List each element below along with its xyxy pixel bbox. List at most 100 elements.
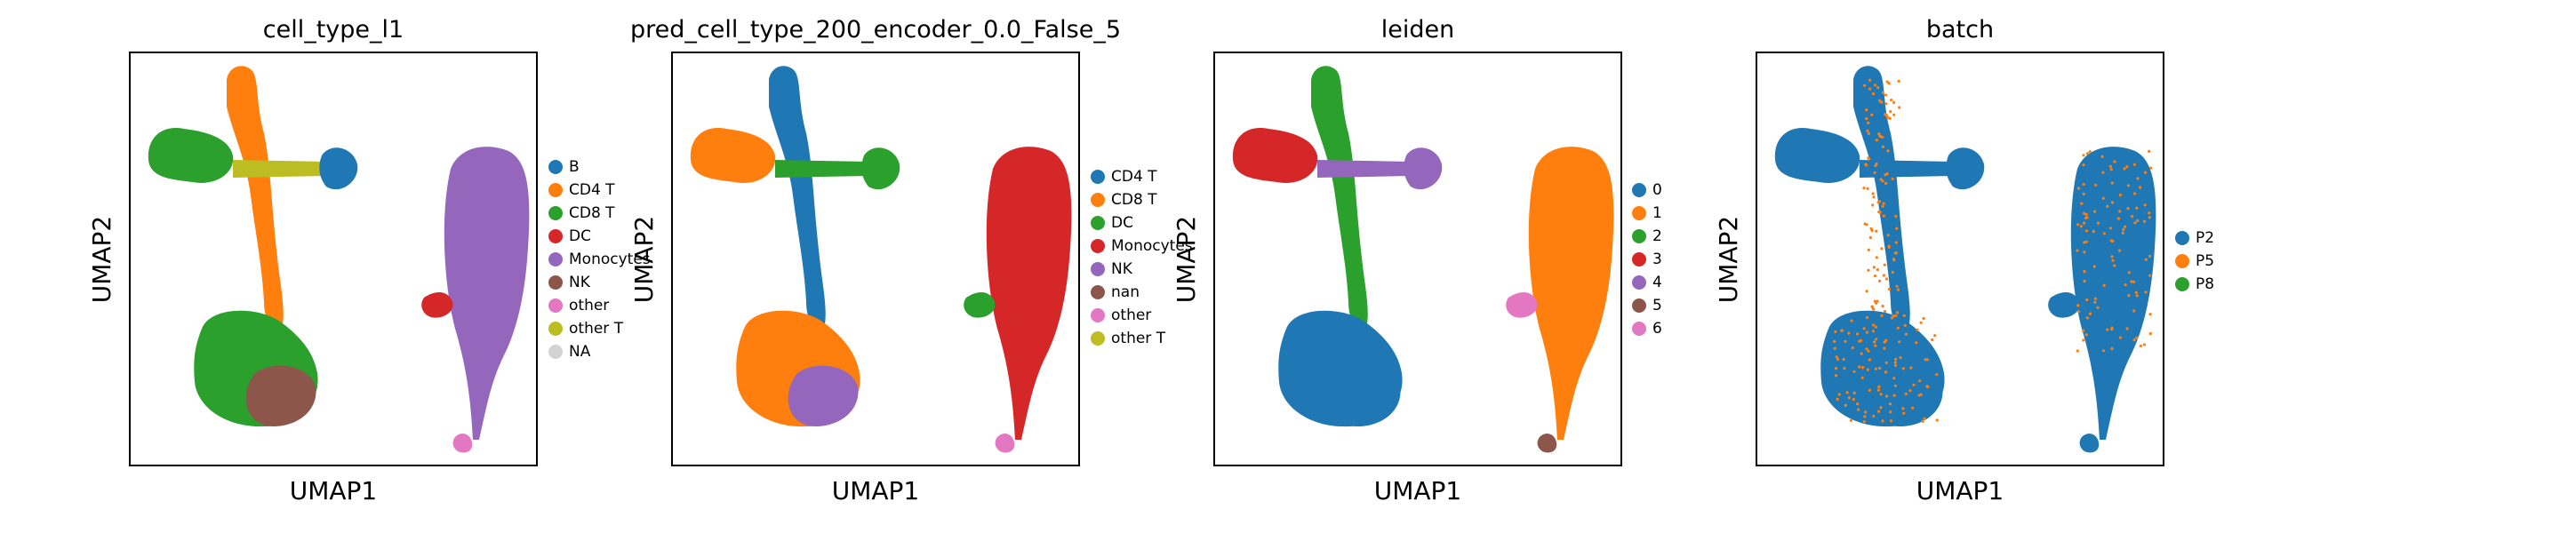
legend-item: NK [548, 271, 651, 294]
legend-item: other T [548, 317, 651, 340]
batch-point [1866, 187, 1869, 190]
cluster-bigRight [2070, 147, 2156, 440]
legend-marker [2175, 231, 2189, 245]
batch-point [1874, 344, 1877, 347]
cluster-bridge [1317, 160, 1411, 178]
batch-point [2092, 229, 2095, 234]
batch-point [1870, 113, 1874, 116]
batch-point [1879, 406, 1883, 410]
cluster-rightSmall [1404, 147, 1443, 190]
legend-marker [548, 322, 563, 336]
batch-point [1835, 355, 1838, 359]
batch-point [2084, 212, 2088, 216]
legend-item: 3 [1632, 248, 1662, 271]
batch-point [1935, 418, 1939, 422]
legend-label: other [569, 297, 610, 314]
legend-item: Monocytes [1091, 235, 1193, 258]
batch-point [2111, 259, 2115, 262]
batch-point [2110, 255, 2114, 259]
batch-point [2148, 254, 2152, 258]
batch-point [2110, 326, 2114, 330]
cluster-tip [452, 434, 473, 453]
chart-title: pred_cell_type_200_encoder_0.0_False_5 [629, 16, 1122, 44]
legend-item: 1 [1632, 202, 1662, 225]
batch-point [1865, 108, 1868, 112]
batch-point [1886, 149, 1890, 153]
batch-point [2136, 177, 2140, 180]
legend-marker [1091, 239, 1105, 253]
legend-marker [1091, 193, 1105, 207]
batch-point [1884, 173, 1887, 177]
batch-point [2076, 304, 2080, 307]
batch-point [1883, 340, 1886, 344]
legend-item: 5 [1632, 294, 1662, 317]
batch-point [1880, 314, 1884, 317]
batch-point [2101, 171, 2105, 174]
legend-label: other T [569, 320, 624, 338]
batch-point [2121, 231, 2124, 235]
plot-area [671, 52, 1080, 466]
batch-point [1899, 356, 1902, 360]
legend-marker [548, 160, 563, 174]
batch-point [2139, 344, 2142, 347]
batch-point [2076, 349, 2079, 353]
batch-point [2135, 294, 2139, 298]
batch-point [1867, 268, 1870, 272]
batch-point [1873, 274, 1877, 278]
batch-point [1924, 358, 1927, 362]
batch-point [2118, 336, 2123, 339]
batch-point [2110, 181, 2114, 185]
batch-point [1872, 266, 1876, 269]
legend-marker [1091, 216, 1105, 230]
batch-point [1878, 366, 1882, 370]
batch-point [1881, 145, 1885, 148]
batch-point [2106, 328, 2109, 331]
legend-item: DC [548, 225, 651, 248]
batch-point [1878, 279, 1882, 282]
batch-point [1858, 339, 1861, 343]
batch-point [2110, 201, 2115, 204]
batch-point [1836, 357, 1840, 362]
batch-point [1919, 321, 1923, 324]
x-axis-label: UMAP1 [1916, 476, 2004, 505]
legend-label: 6 [1652, 320, 1662, 338]
batch-point [1917, 394, 1921, 397]
legend-label: NK [569, 274, 590, 291]
batch-point [1868, 388, 1871, 392]
batch-point [2101, 196, 2105, 200]
batch-point [1850, 319, 1853, 322]
batch-point [1873, 299, 1877, 303]
legend-label: B [569, 158, 580, 176]
batch-point [2110, 346, 2114, 350]
batch-point [1894, 241, 1898, 244]
batch-point [1887, 82, 1891, 85]
batch-point [1867, 349, 1870, 353]
legend-marker [1632, 252, 1646, 266]
legend-label: CD8 T [569, 204, 615, 222]
legend-marker [548, 206, 563, 220]
batch-point [1876, 267, 1879, 272]
legend-marker [548, 298, 563, 313]
batch-point [1874, 163, 1877, 168]
batch-point [1881, 135, 1884, 139]
batch-point [2082, 211, 2086, 215]
batch-point [2093, 300, 2097, 304]
batch-point [1887, 287, 1892, 291]
batch-point [1933, 334, 1937, 338]
batch-point [1883, 263, 1886, 266]
legend-item: P2 [2175, 227, 2214, 250]
batch-point [2136, 219, 2140, 223]
batch-point [1876, 86, 1880, 90]
batch-point [2083, 251, 2086, 254]
cluster-spur [1506, 291, 1538, 318]
cluster-bridge [1860, 160, 1953, 178]
batch-point [1888, 402, 1892, 406]
batch-point [1864, 410, 1868, 414]
batch-point [1878, 99, 1882, 102]
batch-point [1875, 229, 1878, 233]
batch-point [2133, 221, 2137, 225]
batch-point [2084, 229, 2089, 233]
batch-point [1892, 314, 1895, 318]
legend-marker [2175, 254, 2189, 268]
batch-point [1902, 314, 1906, 317]
